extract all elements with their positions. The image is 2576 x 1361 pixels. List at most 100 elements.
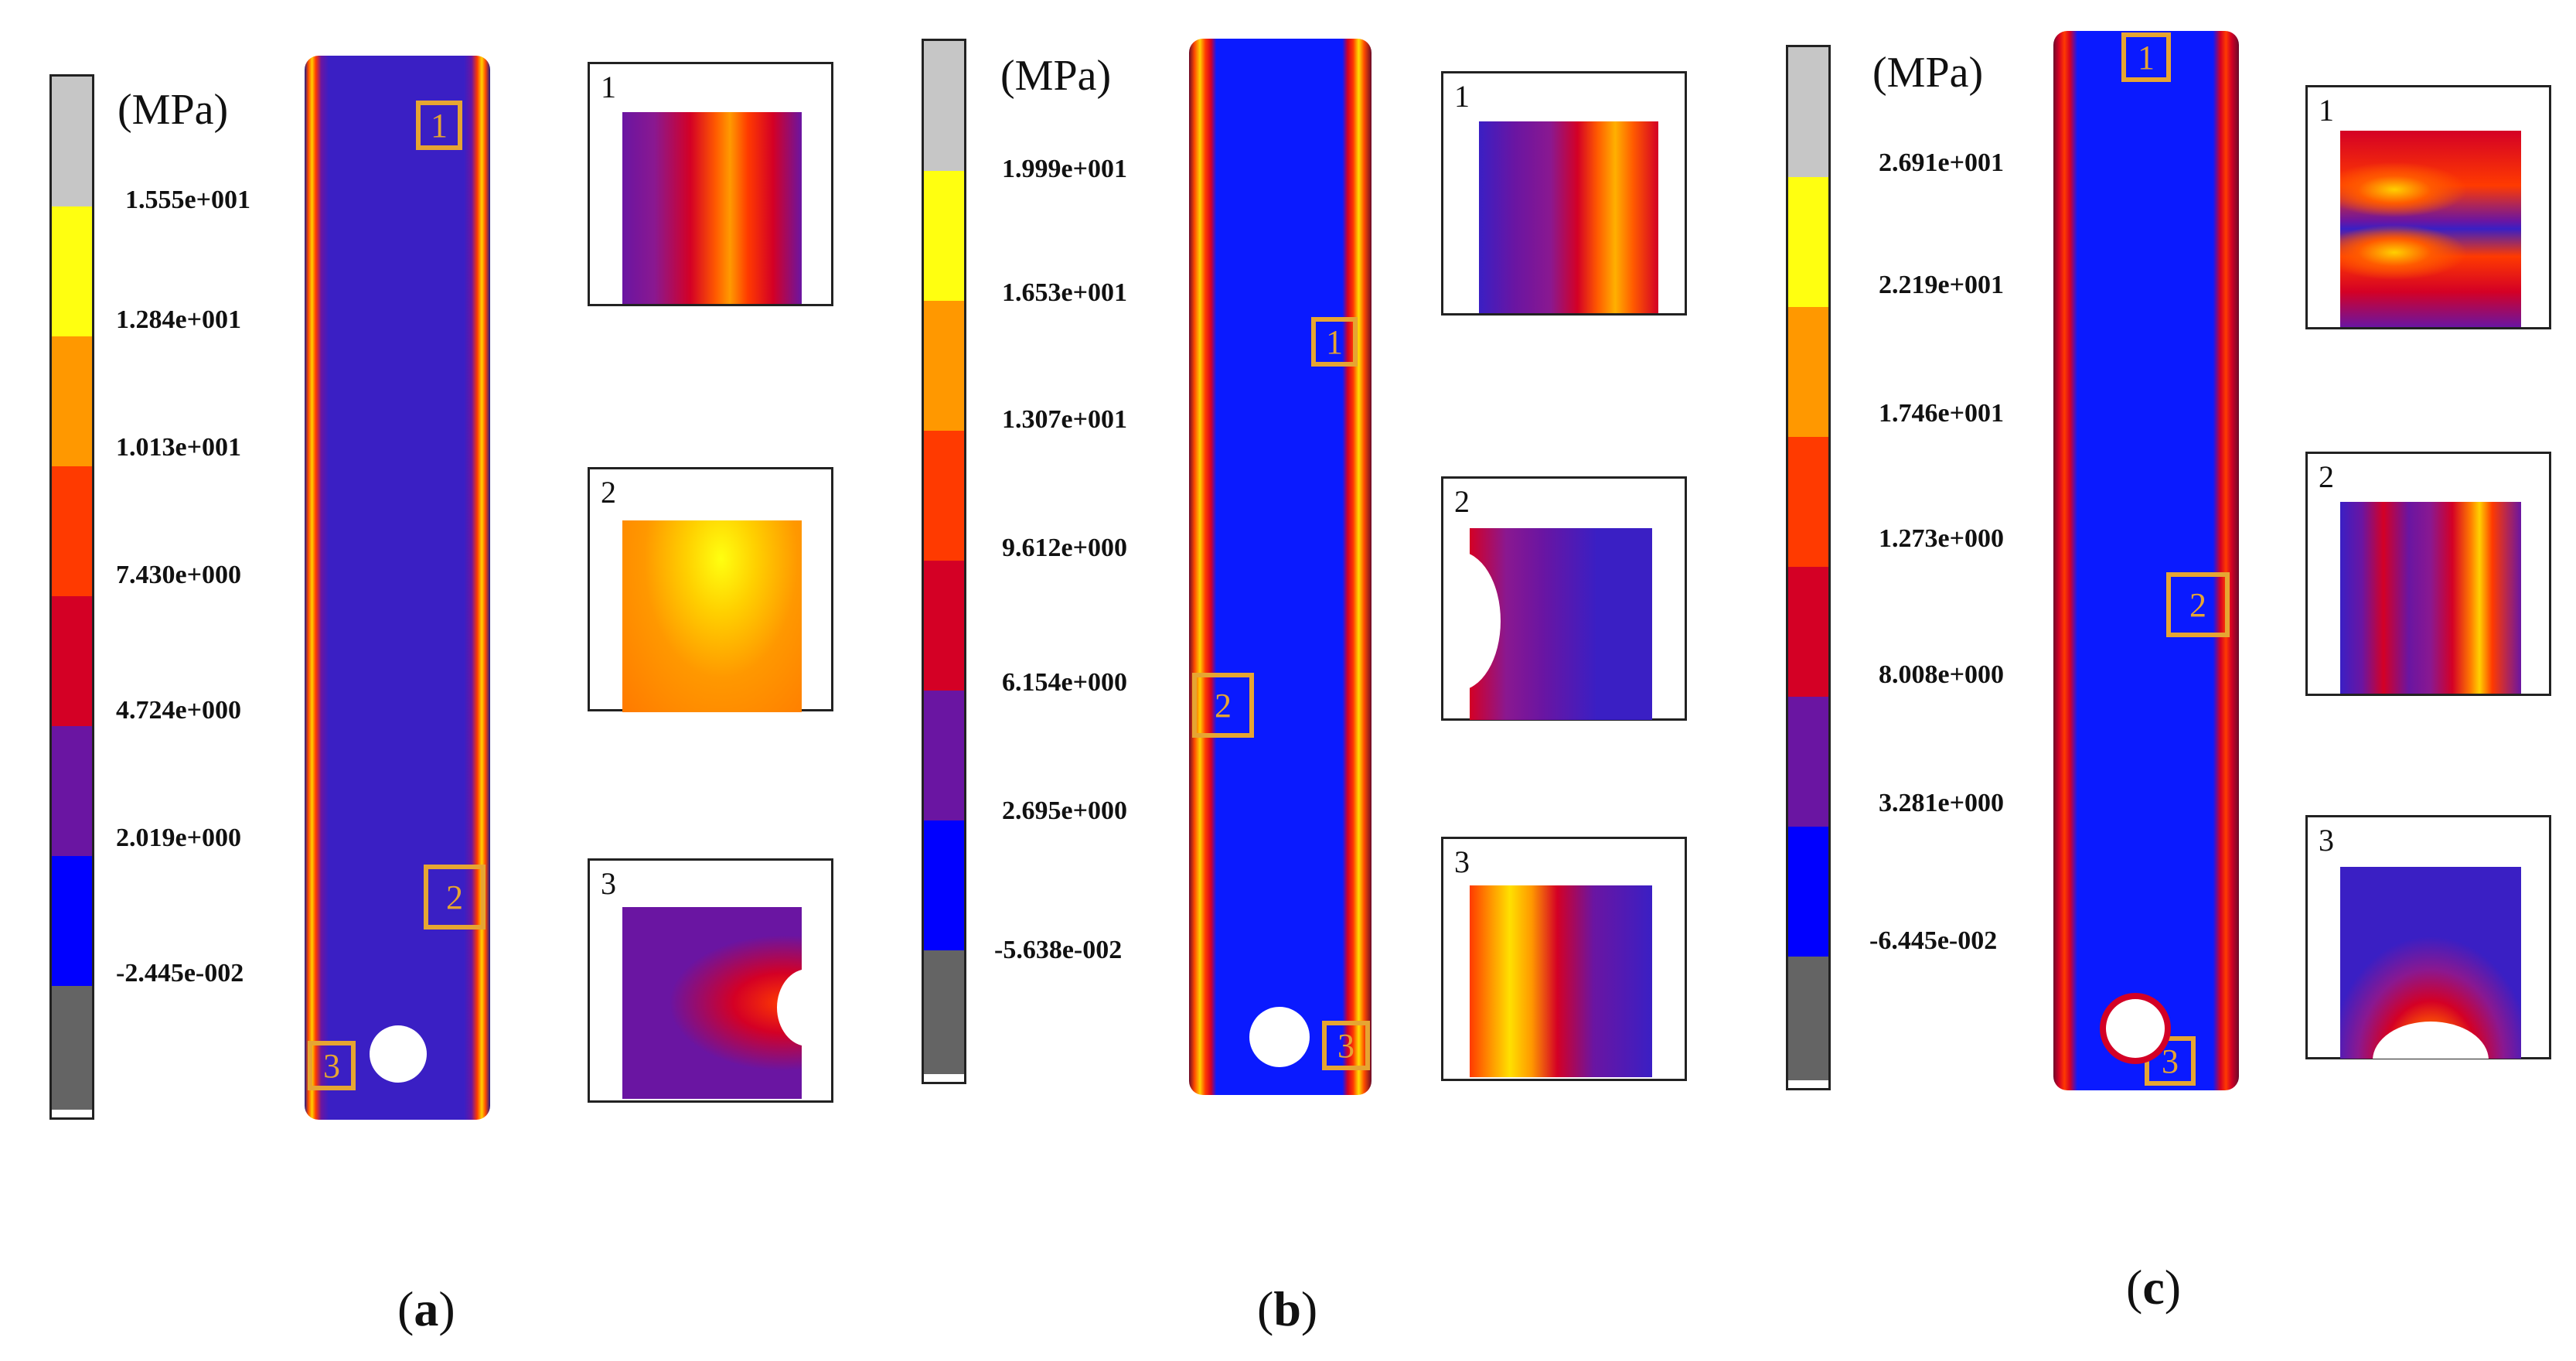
zoom-inset: 3 (588, 858, 833, 1103)
panel-a: (MPa) 1.555e+001 1.284e+001 1.013e+001 7… (0, 0, 858, 1361)
colorbar-tick-label: -6.445e-002 (1869, 926, 1998, 955)
inset-number: 3 (601, 866, 616, 901)
inset-number: 1 (601, 70, 616, 104)
contour-inset-stress-lobes (2340, 131, 2521, 327)
hole (370, 1025, 427, 1083)
hole (1470, 551, 1501, 691)
roi-marker: 2 (1192, 673, 1254, 738)
colorbar-tick-label: -2.445e-002 (116, 959, 244, 987)
colorbar-tick-label: 1.999e+001 (1002, 155, 1127, 183)
colorbar-segment (52, 336, 92, 466)
colorbar-segment (1788, 307, 1828, 437)
colorbar-segment (924, 171, 964, 301)
colorbar-segment (52, 206, 92, 336)
colorbar-tick-label: 2.019e+000 (116, 824, 241, 852)
colorbar-segment (924, 691, 964, 820)
zoom-inset: 2 (1441, 476, 1687, 721)
colorbar-tick-label: 2.219e+001 (1879, 271, 2004, 299)
colorbar (1786, 45, 1831, 1090)
contour-inset-edge-hotspot (622, 112, 802, 304)
panel-caption: (a) (397, 1281, 455, 1336)
colorbar-segment (52, 77, 92, 206)
roi-marker: 3 (2145, 1036, 2196, 1086)
colorbar-tick-label: 4.724e+000 (116, 696, 241, 725)
zoom-inset: 3 (1441, 837, 1687, 1081)
roi-marker: 2 (424, 865, 486, 930)
unit-label: (MPa) (1000, 52, 1112, 100)
colorbar-segment (924, 301, 964, 431)
colorbar-segment (1788, 177, 1828, 307)
colorbar-tick-label: 1.746e+001 (1879, 399, 2004, 428)
zoom-inset: 1 (1441, 71, 1687, 316)
contour-inset-edge-hotspot (2340, 502, 2521, 694)
colorbar-segment (52, 986, 92, 1110)
inset-number: 1 (1454, 79, 1470, 114)
colorbar-segment (924, 820, 964, 950)
colorbar-tick-label: 7.430e+000 (116, 561, 241, 589)
panel-c: (MPa) 2.691e+001 2.219e+001 1.746e+001 1… (1716, 0, 2574, 1361)
unit-label: (MPa) (118, 86, 229, 134)
colorbar-tick-label: 1.555e+001 (125, 186, 250, 214)
colorbar-segment (924, 950, 964, 1074)
contour-inset-yellow-band (1470, 885, 1652, 1077)
contour-inset-hole-edge (622, 907, 802, 1099)
colorbar-segment (924, 561, 964, 691)
hole (2106, 999, 2165, 1058)
zoom-inset: 2 (2305, 452, 2551, 696)
roi-marker: 3 (308, 1041, 356, 1090)
hole (1249, 1007, 1310, 1067)
zoom-inset: 1 (588, 62, 833, 306)
inset-number: 2 (1454, 484, 1470, 519)
colorbar-segment (924, 41, 964, 171)
inset-number: 1 (2319, 93, 2334, 128)
colorbar-tick-label: 1.273e+000 (1879, 524, 2004, 553)
colorbar-tick-label: 6.154e+000 (1002, 668, 1127, 697)
colorbar-segment (52, 726, 92, 856)
panel-caption: (b) (1257, 1281, 1318, 1336)
roi-marker: 1 (2121, 32, 2171, 82)
zoom-inset: 3 (2305, 815, 2551, 1059)
roi-marker: 1 (416, 101, 462, 150)
colorbar (922, 39, 966, 1084)
colorbar-tick-label: 1.284e+001 (116, 305, 241, 334)
colorbar-tick-label: 8.008e+000 (1879, 660, 2004, 689)
specimen-strip (305, 56, 490, 1120)
roi-marker: 2 (2166, 572, 2230, 637)
colorbar-segment (52, 596, 92, 726)
colorbar-segment (1788, 827, 1828, 957)
colorbar-tick-label: 9.612e+000 (1002, 534, 1127, 562)
roi-marker: 3 (1322, 1021, 1370, 1070)
colorbar-segment (52, 856, 92, 986)
specimen-strip (1189, 39, 1371, 1095)
colorbar-tick-label: 1.013e+001 (116, 433, 241, 462)
inset-number: 2 (601, 475, 616, 510)
specimen-strip (2053, 31, 2239, 1090)
colorbar-segment (1788, 47, 1828, 177)
hole (2373, 1022, 2489, 1059)
zoom-inset: 1 (2305, 85, 2551, 329)
inset-number: 3 (2319, 823, 2334, 858)
contour-inset-edge-hotspot (1479, 121, 1658, 313)
unit-label: (MPa) (1872, 49, 1984, 97)
contour-inset-orange-yellow-field (622, 520, 802, 712)
colorbar-tick-label: 2.695e+000 (1002, 796, 1127, 825)
panel-b: (MPa) 1.999e+001 1.653e+001 1.307e+001 9… (858, 0, 1716, 1361)
colorbar (49, 74, 94, 1120)
colorbar-tick-label: 1.307e+001 (1002, 405, 1127, 434)
colorbar-segment (52, 466, 92, 596)
colorbar-tick-label: 2.691e+001 (1879, 148, 2004, 177)
roi-marker: 1 (1311, 317, 1358, 367)
inset-number: 3 (1454, 844, 1470, 879)
contour-inset-hole-arc (2340, 867, 2521, 1059)
colorbar-tick-label: 3.281e+000 (1879, 789, 2004, 817)
colorbar-tick-label: 1.653e+001 (1002, 278, 1127, 307)
inset-number: 2 (2319, 459, 2334, 494)
colorbar-segment (1788, 437, 1828, 567)
zoom-inset: 2 (588, 467, 833, 712)
colorbar-segment (1788, 567, 1828, 697)
hole (777, 969, 802, 1046)
colorbar-tick-label: -5.638e-002 (994, 936, 1123, 964)
colorbar-segment (1788, 697, 1828, 827)
panel-caption: (c) (2126, 1260, 2182, 1315)
colorbar-segment (924, 431, 964, 561)
